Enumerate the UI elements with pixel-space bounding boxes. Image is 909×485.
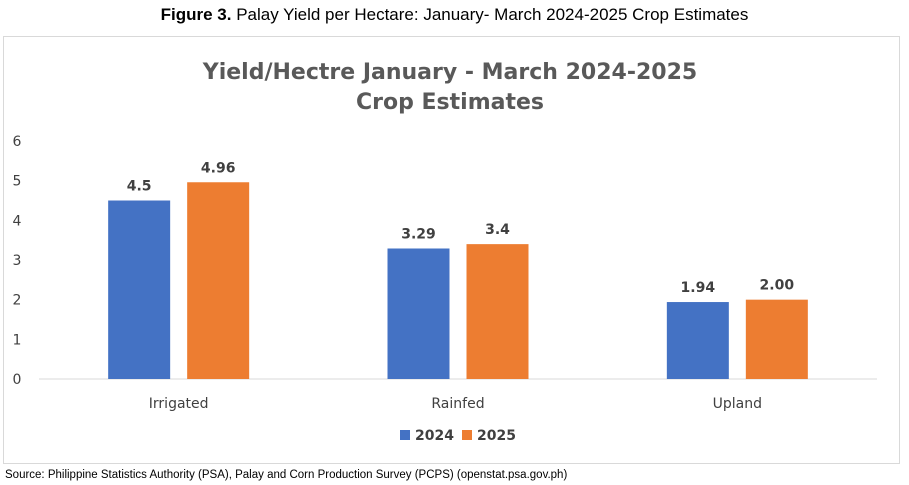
- chart-title-line-2: Crop Estimates: [356, 90, 544, 115]
- data-label-upland-2024: 1.94: [681, 280, 716, 296]
- x-axis-ticks: Irrigated Rainfed Upland: [149, 396, 762, 412]
- y-tick-label: 3: [13, 253, 22, 269]
- bar-marks: [108, 182, 808, 379]
- y-tick-label: 0: [13, 372, 22, 388]
- data-label-rainfed-2024: 3.29: [401, 226, 436, 242]
- y-tick-label: 1: [13, 332, 22, 348]
- chart-title-line-1: Yield/Hectre January - March 2024-2025: [202, 60, 697, 85]
- figure-label: Figure 3.: [160, 5, 232, 24]
- y-axis-ticks: 0 1 2 3 4 5 6: [13, 134, 22, 388]
- bar-upland-2025: [745, 299, 808, 379]
- data-label-irrigated-2024: 4.5: [127, 179, 152, 195]
- y-tick-label: 6: [13, 134, 22, 150]
- y-tick-label: 4: [13, 213, 22, 229]
- legend-label-2024: 2024: [415, 428, 454, 444]
- y-tick-label: 2: [13, 293, 22, 309]
- data-label-rainfed-2025: 3.4: [485, 222, 510, 238]
- x-tick-label-irrigated: Irrigated: [149, 396, 209, 412]
- x-tick-label-upland: Upland: [713, 396, 762, 412]
- chart-frame: Yield/Hectre January - March 2024-2025 C…: [3, 36, 900, 464]
- bar-chart: Yield/Hectre January - March 2024-2025 C…: [13, 60, 877, 444]
- figure-caption-text: Palay Yield per Hectare: January- March …: [236, 5, 749, 24]
- data-label-upland-2025: 2.00: [760, 278, 795, 294]
- legend-swatch-2024: [400, 430, 410, 440]
- bar-upland-2024: [666, 302, 729, 379]
- bar-irrigated-2025: [187, 182, 250, 379]
- legend-swatch-2025: [462, 430, 472, 440]
- bar-rainfed-2024: [387, 248, 450, 379]
- data-label-irrigated-2025: 4.96: [201, 160, 236, 176]
- legend-label-2025: 2025: [477, 428, 516, 444]
- bar-rainfed-2025: [466, 244, 529, 379]
- source-note: Source: Philippine Statistics Authority …: [5, 469, 568, 481]
- y-tick-label: 5: [13, 174, 22, 190]
- x-tick-label-rainfed: Rainfed: [431, 396, 484, 412]
- figure-caption: Figure 3. Palay Yield per Hectare: Janua…: [0, 5, 909, 25]
- bar-irrigated-2024: [108, 200, 171, 379]
- legend: 2024 2025: [400, 428, 516, 444]
- data-labels: 4.5 4.96 3.29 3.4 1.94 2.00: [127, 160, 795, 296]
